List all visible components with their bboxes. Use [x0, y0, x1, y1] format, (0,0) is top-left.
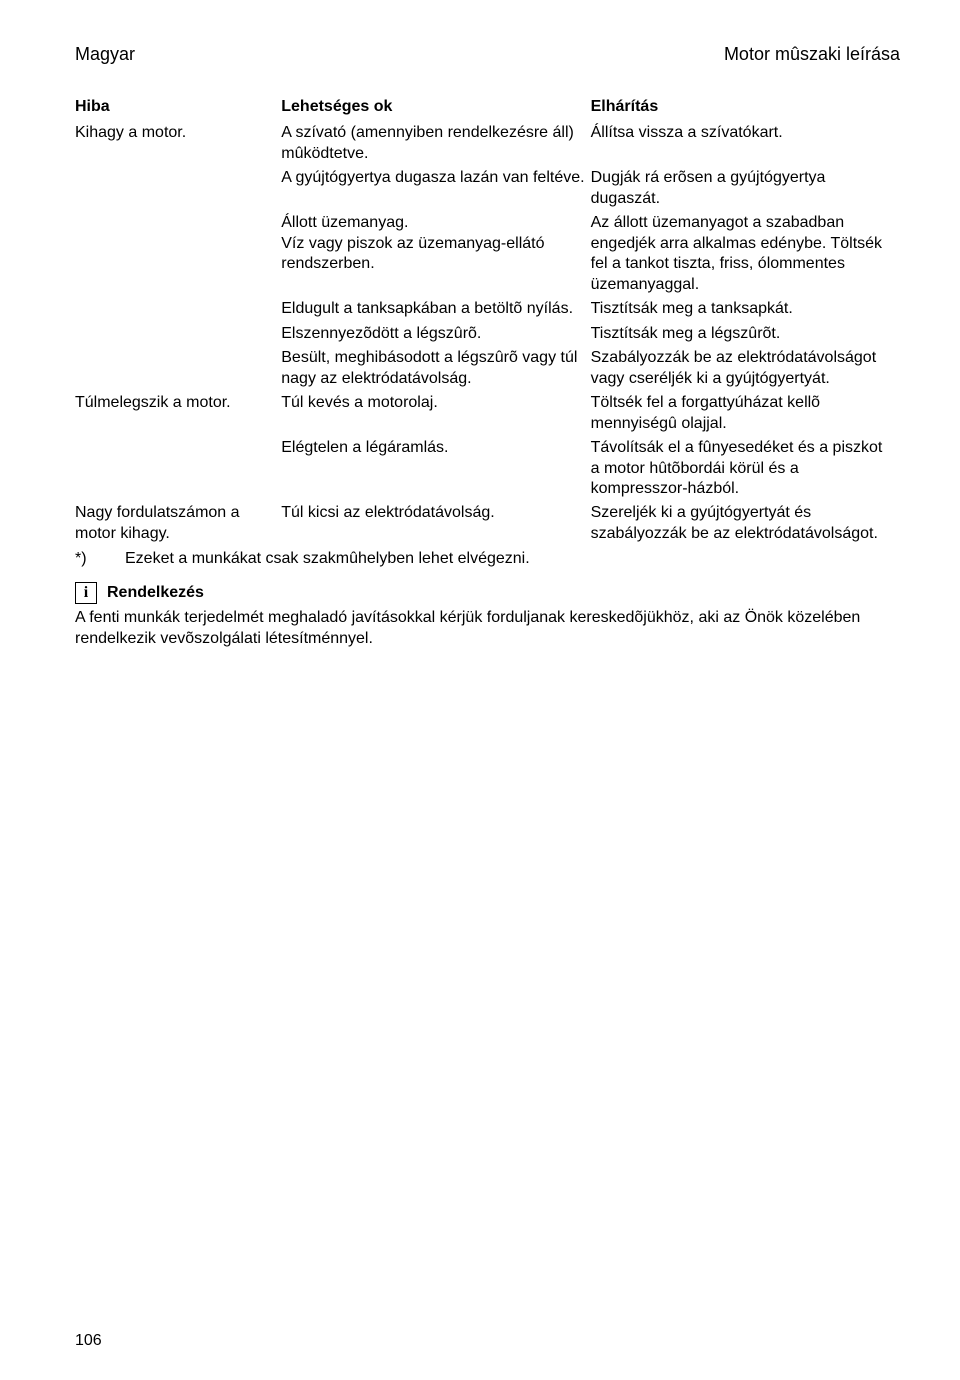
cell-elharitas: Tisztítsák meg a tanksapkát.	[591, 297, 900, 321]
cell-ok: A szívató (amennyiben rendelkezésre áll)…	[281, 121, 590, 166]
cell-elharitas: Az állott üzemanyagot a szabadban engedj…	[591, 211, 900, 297]
col-header-ok: Lehetséges ok	[281, 95, 590, 121]
cell-elharitas: Állítsa vissza a szívatókart.	[591, 121, 900, 166]
cell-hiba	[75, 211, 281, 297]
footnote-text: Ezeket a munkákat csak szakmûhelyben leh…	[125, 550, 530, 567]
cell-elharitas: Távolítsák el a fûnyesedéket és a piszko…	[591, 436, 900, 501]
table-row: Besült, meghibásodott a légszûrõ vagy tú…	[75, 346, 900, 391]
footnote-marker: *)	[75, 550, 125, 568]
cell-ok: Állott üzemanyag. Víz vagy piszok az üze…	[281, 211, 590, 297]
cell-hiba: Kihagy a motor.	[75, 121, 281, 166]
page-header: Magyar Motor mûszaki leírása	[75, 44, 900, 65]
cell-elharitas: Szereljék ki a gyújtógyertyát és szabály…	[591, 501, 900, 546]
info-icon: i	[75, 582, 97, 604]
col-header-elharitas: Elhárítás	[591, 95, 900, 121]
cell-hiba	[75, 297, 281, 321]
table-row: Kihagy a motor. A szívató (amennyiben re…	[75, 121, 900, 166]
troubleshooting-table: Hiba Lehetséges ok Elhárítás Kihagy a mo…	[75, 95, 900, 546]
cell-hiba	[75, 166, 281, 211]
cell-elharitas: Dugják rá erõsen a gyújtógyertya dugaszá…	[591, 166, 900, 211]
cell-hiba: Túlmelegszik a motor.	[75, 391, 281, 436]
table-row: Elégtelen a légáramlás. Távolítsák el a …	[75, 436, 900, 501]
table-row: Nagy fordulatszámon a motor kihagy. Túl …	[75, 501, 900, 546]
info-label: Rendelkezés	[107, 584, 204, 602]
header-right: Motor mûszaki leírása	[724, 44, 900, 65]
cell-ok: Elszennyezõdött a légszûrõ.	[281, 322, 590, 346]
cell-hiba: Nagy fordulatszámon a motor kihagy.	[75, 501, 281, 546]
cell-ok: A gyújtógyertya dugasza lazán van feltév…	[281, 166, 590, 211]
cell-ok: Eldugult a tanksapkában a betöltõ nyílás…	[281, 297, 590, 321]
cell-elharitas: Töltsék fel a forgattyúházat kellõ menny…	[591, 391, 900, 436]
table-header-row: Hiba Lehetséges ok Elhárítás	[75, 95, 900, 121]
table-row: A gyújtógyertya dugasza lazán van feltév…	[75, 166, 900, 211]
cell-ok: Túl kevés a motorolaj.	[281, 391, 590, 436]
footnote: *)Ezeket a munkákat csak szakmûhelyben l…	[75, 550, 900, 568]
table-row: Túlmelegszik a motor. Túl kevés a motoro…	[75, 391, 900, 436]
cell-hiba	[75, 346, 281, 391]
cell-ok: Elégtelen a légáramlás.	[281, 436, 590, 501]
info-heading-row: i Rendelkezés	[75, 582, 900, 604]
cell-ok: Besült, meghibásodott a légszûrõ vagy tú…	[281, 346, 590, 391]
cell-hiba	[75, 436, 281, 501]
page-number: 106	[75, 1332, 102, 1350]
table-row: Eldugult a tanksapkában a betöltõ nyílás…	[75, 297, 900, 321]
cell-elharitas: Szabályozzák be az elektródatávolságot v…	[591, 346, 900, 391]
header-left: Magyar	[75, 44, 135, 65]
cell-hiba	[75, 322, 281, 346]
table-body: Kihagy a motor. A szívató (amennyiben re…	[75, 121, 900, 546]
col-header-hiba: Hiba	[75, 95, 281, 121]
table-row: Elszennyezõdött a légszûrõ. Tisztítsák m…	[75, 322, 900, 346]
cell-elharitas: Tisztítsák meg a légszûrõt.	[591, 322, 900, 346]
info-paragraph: A fenti munkák terjedelmét meghaladó jav…	[75, 608, 900, 650]
cell-ok: Túl kicsi az elektródatávolság.	[281, 501, 590, 546]
table-row: Állott üzemanyag. Víz vagy piszok az üze…	[75, 211, 900, 297]
